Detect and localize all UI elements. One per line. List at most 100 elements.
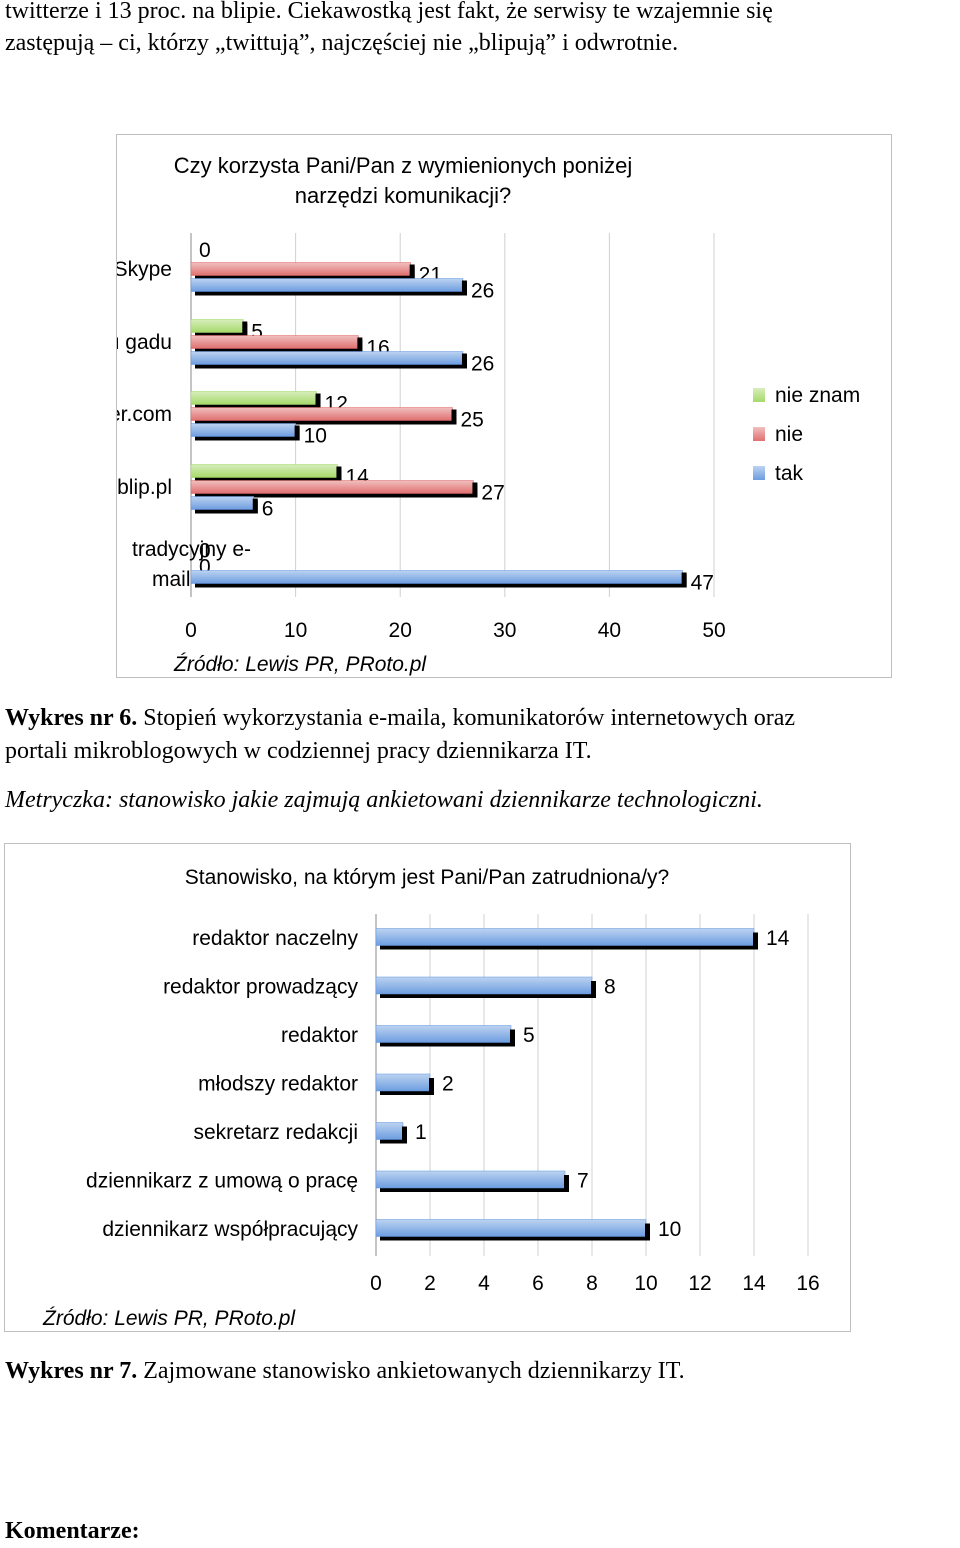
category-label: blip.pl — [117, 476, 172, 499]
x-tick-label: 50 — [702, 619, 725, 642]
bar-nie — [190, 335, 363, 353]
x-tick-label: 6 — [532, 1272, 544, 1295]
data-label: 10 — [658, 1218, 681, 1241]
metryczka-heading: Metryczka: stanowisko jakie zajmują anki… — [5, 787, 763, 813]
legend-swatch — [753, 388, 765, 402]
data-label: 5 — [251, 321, 263, 344]
x-tick-label: 14 — [742, 1272, 766, 1295]
intro-line-1: twitterze i 13 proc. na blipie. Ciekawos… — [5, 0, 773, 24]
bar-tak — [190, 423, 300, 441]
bar-end-marker — [294, 425, 300, 441]
bar-end-marker — [564, 1175, 569, 1190]
category-label: redaktor — [281, 1024, 358, 1047]
data-label: 6 — [262, 498, 274, 521]
category-label: dziennikarz z umową o pracę — [86, 1170, 358, 1193]
x-tick-label: 30 — [493, 619, 516, 642]
bar-end-marker — [753, 932, 758, 948]
x-tick-label: 2 — [424, 1272, 436, 1295]
bar-end-marker — [429, 1078, 434, 1093]
data-label: 47 — [691, 572, 714, 595]
category-label: redaktor prowadzący — [163, 976, 358, 999]
category-label: dziennikarz współpracujący — [102, 1218, 358, 1241]
bar-end-marker — [510, 1029, 515, 1045]
x-tick-label: 10 — [634, 1272, 657, 1295]
bar — [375, 1122, 407, 1144]
bar-end-marker — [461, 280, 467, 296]
chart-tools-usage: Czy korzysta Pani/Pan z wymienionych pon… — [72, 134, 892, 678]
bar-end-marker — [591, 981, 596, 996]
figure-6-label: Wykres nr 6. — [5, 705, 138, 731]
figure-7-caption: Wykres nr 7. Zajmowane stanowisko ankiet… — [5, 1355, 955, 1388]
x-tick-label: 10 — [284, 619, 307, 642]
bar — [375, 928, 758, 950]
chart-source: Źródło: Lewis PR, PRoto.pl — [42, 1307, 296, 1330]
figure-6-text-line-1: Stopień wykorzystania e-maila, komunikat… — [143, 705, 796, 731]
bar — [375, 1073, 431, 1092]
data-label: 2 — [442, 1073, 454, 1096]
chart-title: narzędzi komunikacji? — [295, 183, 511, 208]
category-label: młodszy redaktor — [198, 1073, 358, 1096]
bar-nie-znam — [190, 464, 342, 482]
data-label: 1 — [415, 1121, 427, 1144]
data-label: 27 — [481, 482, 504, 505]
bar — [190, 570, 683, 584]
data-label: 0 — [199, 239, 211, 262]
legend-entry: nie znam — [775, 384, 860, 407]
bar — [190, 278, 464, 292]
category-label: tradycyjny e- — [132, 538, 251, 561]
bar — [190, 464, 338, 478]
chart-job-position: Stanowisko, na którym jest Pani/Pan zatr… — [4, 843, 851, 1332]
chart-title: Stanowisko, na którym jest Pani/Pan zatr… — [185, 866, 669, 889]
bar — [190, 319, 244, 333]
bar — [375, 928, 755, 946]
bar-end-marker — [451, 409, 457, 425]
bar — [190, 391, 317, 405]
data-label: 26 — [471, 280, 494, 303]
bar-end-marker — [472, 482, 478, 498]
chart-job-position-svg: Stanowisko, na którym jest Pani/Pan zatr… — [42, 866, 820, 1330]
bar-end-marker — [242, 321, 248, 337]
bar — [375, 1219, 650, 1241]
chart-source: Źródło: Lewis PR, PRoto.pl — [173, 653, 427, 676]
category-label: twitter.com — [117, 403, 172, 426]
bar — [375, 1219, 647, 1237]
figure-7-label: Wykres nr 7. — [5, 1358, 138, 1384]
category-label: Skype — [117, 258, 172, 281]
bar-nie-znam — [190, 391, 321, 409]
x-tick-label: 20 — [389, 619, 412, 642]
data-label: 14 — [766, 927, 790, 950]
bar-end-marker — [357, 337, 363, 353]
figure-6-caption: Wykres nr 6. Stopień wykorzystania e-mai… — [5, 702, 955, 768]
x-tick-label: 0 — [370, 1272, 382, 1295]
category-label: sekretarz redakcji — [193, 1121, 358, 1144]
bar — [375, 1025, 512, 1043]
bar — [190, 262, 411, 276]
intro-paragraph: twitterze i 13 proc. na blipie. Ciekawos… — [5, 0, 955, 59]
bar — [190, 480, 474, 494]
bar — [190, 335, 359, 349]
chart-title: Czy korzysta Pani/Pan z wymienionych pon… — [174, 153, 633, 178]
data-label: 26 — [471, 353, 494, 376]
intro-line-2: zastępują – ci, którzy „twittują”, najcz… — [5, 30, 679, 56]
legend-entry: nie — [775, 423, 803, 446]
figure-6-text-line-2: portali mikroblogowych w codziennej prac… — [5, 738, 592, 764]
x-tick-label: 12 — [688, 1272, 711, 1295]
data-label: 0 — [199, 540, 211, 563]
bar-tak — [190, 496, 258, 514]
data-label: 0 — [199, 556, 211, 579]
comments-heading: Komentarze: — [5, 1518, 140, 1544]
bar-nie — [190, 262, 415, 280]
bar-end-marker — [681, 572, 687, 588]
bar-end-marker — [409, 264, 415, 280]
bar — [190, 496, 255, 510]
bar-end-marker — [402, 1126, 407, 1142]
bar-nie-znam — [190, 319, 248, 337]
data-label: 7 — [577, 1170, 589, 1193]
bar — [375, 1170, 566, 1189]
bar — [375, 1073, 434, 1095]
x-tick-label: 40 — [598, 619, 621, 642]
x-tick-label: 0 — [185, 619, 197, 642]
legend-entry: tak — [775, 462, 804, 485]
x-tick-label: 8 — [586, 1272, 598, 1295]
data-label: 10 — [304, 425, 327, 448]
